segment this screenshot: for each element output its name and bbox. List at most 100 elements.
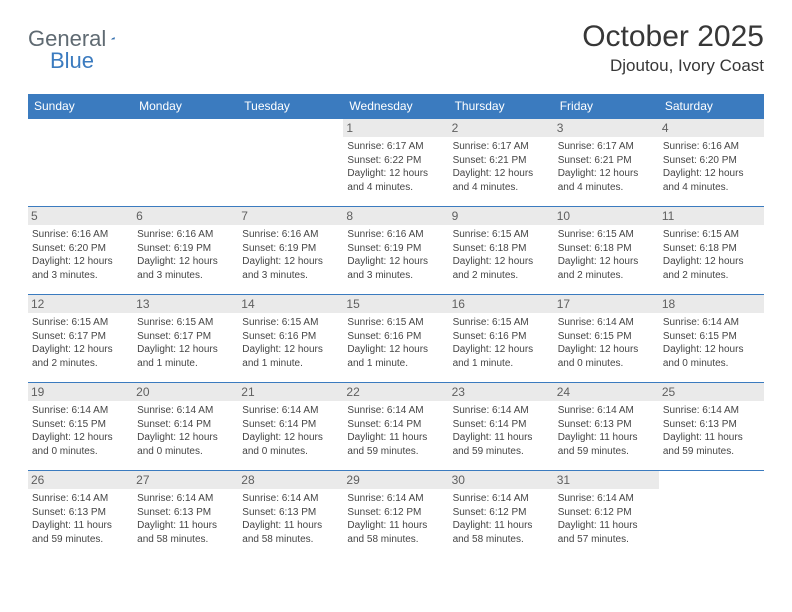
location: Djoutou, Ivory Coast — [582, 56, 764, 76]
day-number: 25 — [659, 383, 764, 401]
calendar-cell: 1 Sunrise: 6:17 AMSunset: 6:22 PMDaylight… — [343, 118, 448, 206]
calendar-cell: 24 Sunrise: 6:14 AMSunset: 6:13 PMDayligh… — [554, 382, 659, 470]
day-number: 20 — [133, 383, 238, 401]
day-number: 10 — [554, 207, 659, 225]
day-number: 16 — [449, 295, 554, 313]
logo-text-blue: Blue — [50, 48, 94, 73]
calendar-cell: 6 Sunrise: 6:16 AMSunset: 6:19 PMDaylight… — [133, 206, 238, 294]
day-header: Sunday — [28, 94, 133, 118]
day-info: Sunrise: 6:15 AMSunset: 6:17 PMDaylight:… — [32, 316, 129, 370]
calendar-cell: 7 Sunrise: 6:16 AMSunset: 6:19 PMDaylight… — [238, 206, 343, 294]
day-info: Sunrise: 6:14 AMSunset: 6:12 PMDaylight:… — [558, 492, 655, 546]
calendar-cell: 30 Sunrise: 6:14 AMSunset: 6:12 PMDayligh… — [449, 470, 554, 558]
day-info: Sunrise: 6:15 AMSunset: 6:16 PMDaylight:… — [453, 316, 550, 370]
title-block: October 2025 Djoutou, Ivory Coast — [582, 20, 764, 76]
day-info: Sunrise: 6:16 AMSunset: 6:20 PMDaylight:… — [663, 140, 760, 194]
logo-blue-wrap: Blue — [48, 48, 94, 74]
calendar-cell: 8 Sunrise: 6:16 AMSunset: 6:19 PMDaylight… — [343, 206, 448, 294]
day-number: 1 — [343, 119, 448, 137]
calendar-cell: 4 Sunrise: 6:16 AMSunset: 6:20 PMDaylight… — [659, 118, 764, 206]
calendar-cell: 22Sunrise: 6:14 AMSunset: 6:14 PMDayligh… — [343, 382, 448, 470]
calendar-cell: 15 Sunrise: 6:15 AMSunset: 6:16 PMDayligh… — [343, 294, 448, 382]
calendar-cell: 27Sunrise: 6:14 AMSunset: 6:13 PMDayligh… — [133, 470, 238, 558]
logo-triangle-icon — [111, 30, 115, 46]
calendar-cell: 16 Sunrise: 6:15 AMSunset: 6:16 PMDayligh… — [449, 294, 554, 382]
day-header: Wednesday — [343, 94, 448, 118]
month-title: October 2025 — [582, 20, 764, 54]
day-info: Sunrise: 6:14 AMSunset: 6:13 PMDaylight:… — [242, 492, 339, 546]
calendar-cell-empty — [133, 118, 238, 206]
day-info: Sunrise: 6:14 AMSunset: 6:15 PMDaylight:… — [32, 404, 129, 458]
day-header: Thursday — [449, 94, 554, 118]
calendar-cell-empty — [238, 118, 343, 206]
day-info: Sunrise: 6:17 AMSunset: 6:21 PMDaylight:… — [558, 140, 655, 194]
calendar-cell: 26Sunrise: 6:14 AMSunset: 6:13 PMDayligh… — [28, 470, 133, 558]
day-info: Sunrise: 6:14 AMSunset: 6:13 PMDaylight:… — [137, 492, 234, 546]
day-info: Sunrise: 6:15 AMSunset: 6:16 PMDaylight:… — [347, 316, 444, 370]
calendar-cell: 31 Sunrise: 6:14 AMSunset: 6:12 PMDayligh… — [554, 470, 659, 558]
day-number: 23 — [449, 383, 554, 401]
day-number: 13 — [133, 295, 238, 313]
day-number: 15 — [343, 295, 448, 313]
day-number: 7 — [238, 207, 343, 225]
day-number: 4 — [659, 119, 764, 137]
day-info: Sunrise: 6:15 AMSunset: 6:17 PMDaylight:… — [137, 316, 234, 370]
day-info: Sunrise: 6:14 AMSunset: 6:13 PMDaylight:… — [663, 404, 760, 458]
day-number: 21 — [238, 383, 343, 401]
calendar-cell: 28 Sunrise: 6:14 AMSunset: 6:13 PMDayligh… — [238, 470, 343, 558]
day-info: Sunrise: 6:14 AMSunset: 6:14 PMDaylight:… — [242, 404, 339, 458]
day-info: Sunrise: 6:17 AMSunset: 6:21 PMDaylight:… — [453, 140, 550, 194]
calendar-cell: 25 Sunrise: 6:14 AMSunset: 6:13 PMDayligh… — [659, 382, 764, 470]
day-info: Sunrise: 6:14 AMSunset: 6:12 PMDaylight:… — [453, 492, 550, 546]
calendar-cell: 12 Sunrise: 6:15 AMSunset: 6:17 PMDayligh… — [28, 294, 133, 382]
header-row: General October 2025 Djoutou, Ivory Coas… — [28, 20, 764, 76]
day-number: 8 — [343, 207, 448, 225]
day-number: 11 — [659, 207, 764, 225]
calendar-cell: 2 Sunrise: 6:17 AMSunset: 6:21 PMDaylight… — [449, 118, 554, 206]
day-info: Sunrise: 6:15 AMSunset: 6:16 PMDaylight:… — [242, 316, 339, 370]
day-number: 5 — [28, 207, 133, 225]
calendar-cell: 18Sunrise: 6:14 AMSunset: 6:15 PMDayligh… — [659, 294, 764, 382]
day-number: 31 — [554, 471, 659, 489]
calendar-cell: 9 Sunrise: 6:15 AMSunset: 6:18 PMDaylight… — [449, 206, 554, 294]
calendar-grid: SundayMondayTuesdayWednesdayThursdayFrid… — [28, 94, 764, 558]
day-number: 24 — [554, 383, 659, 401]
day-header: Monday — [133, 94, 238, 118]
day-info: Sunrise: 6:14 AMSunset: 6:15 PMDaylight:… — [558, 316, 655, 370]
calendar-cell: 3Sunrise: 6:17 AMSunset: 6:21 PMDaylight… — [554, 118, 659, 206]
day-number: 29 — [343, 471, 448, 489]
day-number: 9 — [449, 207, 554, 225]
calendar-cell: 10 Sunrise: 6:15 AMSunset: 6:18 PMDayligh… — [554, 206, 659, 294]
day-number: 17 — [554, 295, 659, 313]
calendar-cell-empty — [28, 118, 133, 206]
day-info: Sunrise: 6:17 AMSunset: 6:22 PMDaylight:… — [347, 140, 444, 194]
calendar-cell: 23 Sunrise: 6:14 AMSunset: 6:14 PMDayligh… — [449, 382, 554, 470]
calendar-cell-empty — [659, 470, 764, 558]
day-number: 28 — [238, 471, 343, 489]
day-info: Sunrise: 6:16 AMSunset: 6:19 PMDaylight:… — [347, 228, 444, 282]
calendar-cell: 11 Sunrise: 6:15 AMSunset: 6:18 PMDayligh… — [659, 206, 764, 294]
calendar-cell: 14 Sunrise: 6:15 AMSunset: 6:16 PMDayligh… — [238, 294, 343, 382]
page: General October 2025 Djoutou, Ivory Coas… — [0, 0, 792, 578]
day-info: Sunrise: 6:14 AMSunset: 6:13 PMDaylight:… — [32, 492, 129, 546]
day-info: Sunrise: 6:16 AMSunset: 6:20 PMDaylight:… — [32, 228, 129, 282]
day-info: Sunrise: 6:14 AMSunset: 6:14 PMDaylight:… — [137, 404, 234, 458]
day-number: 14 — [238, 295, 343, 313]
day-info: Sunrise: 6:14 AMSunset: 6:13 PMDaylight:… — [558, 404, 655, 458]
day-header: Friday — [554, 94, 659, 118]
day-number: 30 — [449, 471, 554, 489]
day-number: 19 — [28, 383, 133, 401]
day-info: Sunrise: 6:14 AMSunset: 6:14 PMDaylight:… — [453, 404, 550, 458]
day-info: Sunrise: 6:14 AMSunset: 6:12 PMDaylight:… — [347, 492, 444, 546]
day-number: 2 — [449, 119, 554, 137]
day-info: Sunrise: 6:14 AMSunset: 6:14 PMDaylight:… — [347, 404, 444, 458]
day-info: Sunrise: 6:16 AMSunset: 6:19 PMDaylight:… — [137, 228, 234, 282]
calendar-cell: 29 Sunrise: 6:14 AMSunset: 6:12 PMDayligh… — [343, 470, 448, 558]
day-info: Sunrise: 6:15 AMSunset: 6:18 PMDaylight:… — [558, 228, 655, 282]
day-info: Sunrise: 6:15 AMSunset: 6:18 PMDaylight:… — [453, 228, 550, 282]
day-info: Sunrise: 6:16 AMSunset: 6:19 PMDaylight:… — [242, 228, 339, 282]
calendar-cell: 13 Sunrise: 6:15 AMSunset: 6:17 PMDayligh… — [133, 294, 238, 382]
day-number: 6 — [133, 207, 238, 225]
day-info: Sunrise: 6:15 AMSunset: 6:18 PMDaylight:… — [663, 228, 760, 282]
day-number: 12 — [28, 295, 133, 313]
